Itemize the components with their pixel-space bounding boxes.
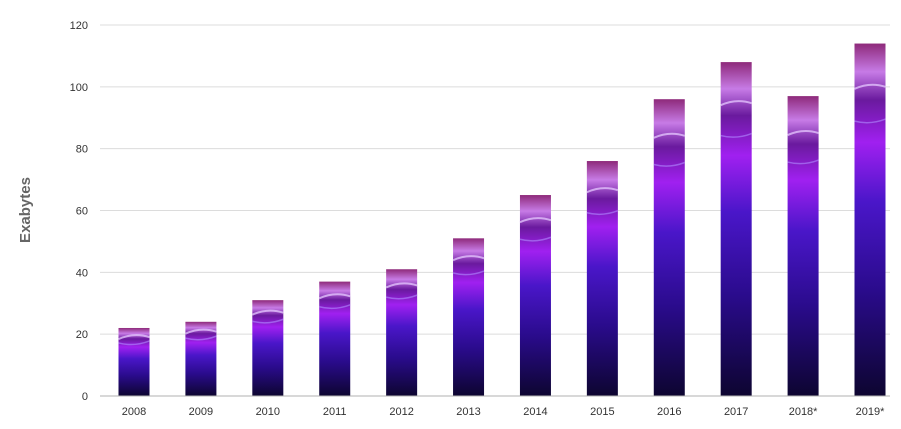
x-tick-label: 2012 [389,406,413,418]
x-tick-label: 2015 [590,406,614,418]
bar-highlight [252,318,284,324]
bar-group [787,96,819,396]
bar-group [318,281,351,396]
bar-highlight [118,334,150,341]
bar-highlight [653,132,686,139]
bar-group [519,195,552,396]
bar-highlight [787,130,819,137]
y-axis-label: Exabytes [17,177,34,243]
x-tick-label: 2019* [856,406,885,418]
bar-group [653,99,686,396]
bar-highlight [319,304,351,310]
x-tick-label: 2008 [122,406,146,418]
bar [720,62,752,396]
bar [854,43,886,397]
x-tick-label: 2009 [189,406,213,418]
y-tick-label: 120 [70,20,88,32]
bar-highlight [185,335,217,341]
bar-highlight [519,236,552,242]
y-tick-label: 60 [76,206,88,218]
bar-group [118,327,150,396]
bar [453,238,485,396]
bar-highlight [720,132,752,138]
x-tick-label: 2010 [256,406,280,418]
bar [653,99,685,396]
y-tick-label: 40 [76,267,88,279]
x-tick-label: 2013 [456,406,480,418]
y-axis-ticks: 0 20 40 60 80 100 120 [70,20,88,403]
bar [787,96,819,396]
bar [118,327,150,396]
bar-group [385,269,418,396]
bar-highlight [519,217,552,224]
bar-highlight [787,159,819,165]
bar-highlight [653,161,686,167]
bar-highlight [118,340,150,346]
x-tick-label: 2018* [789,406,818,418]
bar-group [720,62,752,396]
bar-group [452,238,485,396]
x-tick-label: 2017 [724,406,748,418]
bar-highlight [184,328,217,335]
bar-highlight [452,270,485,276]
bar-highlight [854,118,886,124]
bar-highlight [385,282,418,289]
bar-group [586,161,619,396]
y-tick-label: 100 [70,82,88,94]
bar-highlight [318,293,351,300]
y-tick-label: 0 [82,391,88,403]
bar [252,300,284,396]
bar [185,321,217,396]
bar-highlight [586,187,619,194]
bar-group [854,43,886,397]
x-tick-label: 2014 [523,406,547,418]
bar [386,269,418,396]
bars [118,43,886,397]
bar-highlight [586,210,619,216]
x-tick-label: 2011 [323,406,347,418]
y-tick-label: 80 [76,144,88,156]
bar-group [184,321,217,396]
bar-group [251,300,284,396]
bar-highlight [385,294,418,300]
bar [319,281,351,396]
bar [586,161,618,396]
bar-highlight [251,309,284,316]
bar-highlight [452,255,485,262]
bar [519,195,551,396]
x-axis-ticks: 2008 2009 2010 2011 2012 2013 2014 2015 2016 2017… [122,406,885,418]
gridlines [100,24,890,335]
y-tick-label: 20 [76,329,88,341]
bar-highlight [720,100,752,107]
x-tick-label: 2016 [657,406,681,418]
bar-highlight [854,83,886,90]
